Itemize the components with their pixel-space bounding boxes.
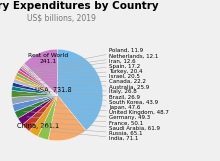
Text: Poland, 11.9: Poland, 11.9 — [29, 48, 143, 70]
Text: Russia, 65.1: Russia, 65.1 — [38, 127, 142, 136]
Wedge shape — [15, 95, 57, 118]
Wedge shape — [23, 63, 57, 95]
Wedge shape — [13, 79, 57, 95]
Text: France, 50.1: France, 50.1 — [27, 117, 143, 125]
Wedge shape — [16, 73, 57, 95]
Wedge shape — [20, 66, 57, 95]
Wedge shape — [11, 90, 57, 97]
Text: Netherlands, 12.1: Netherlands, 12.1 — [28, 53, 158, 71]
Text: United Kingdom, 48.7: United Kingdom, 48.7 — [21, 106, 169, 115]
Text: China, 261.1: China, 261.1 — [17, 123, 59, 129]
Text: India, 71.1: India, 71.1 — [46, 131, 138, 141]
Text: Australia, 25.9: Australia, 25.9 — [22, 83, 149, 89]
Text: US$ billions, 2019: US$ billions, 2019 — [27, 14, 96, 23]
Text: Japan, 47.6: Japan, 47.6 — [20, 100, 140, 110]
Wedge shape — [12, 82, 57, 95]
Wedge shape — [17, 70, 57, 95]
Text: Canada, 22.2: Canada, 22.2 — [23, 79, 146, 84]
Wedge shape — [19, 68, 57, 95]
Text: Turkey, 20.4: Turkey, 20.4 — [25, 69, 142, 76]
Text: Israel, 20.5: Israel, 20.5 — [24, 74, 140, 79]
Text: Rest of World
241.1: Rest of World 241.1 — [28, 53, 68, 64]
Text: Military Expenditures by Country: Military Expenditures by Country — [0, 1, 159, 11]
Text: Italy, 26.8: Italy, 26.8 — [21, 86, 137, 95]
Wedge shape — [18, 95, 57, 125]
Wedge shape — [22, 95, 57, 131]
Text: Iran, 12.6: Iran, 12.6 — [28, 58, 136, 72]
Wedge shape — [29, 95, 57, 137]
Wedge shape — [11, 95, 57, 104]
Text: Saudi Arabia, 61.9: Saudi Arabia, 61.9 — [31, 122, 160, 131]
Wedge shape — [15, 76, 57, 95]
Text: Spain, 17.2: Spain, 17.2 — [26, 64, 140, 74]
Wedge shape — [48, 95, 86, 141]
Text: USA, 731.8: USA, 731.8 — [35, 87, 72, 93]
Wedge shape — [38, 95, 57, 140]
Wedge shape — [24, 49, 57, 95]
Wedge shape — [22, 65, 57, 95]
Wedge shape — [57, 49, 103, 131]
Wedge shape — [12, 86, 57, 95]
Wedge shape — [13, 95, 57, 112]
Text: South Korea, 43.9: South Korea, 43.9 — [20, 94, 158, 105]
Text: Brazil, 26.9: Brazil, 26.9 — [20, 90, 140, 100]
Text: Germany, 49.3: Germany, 49.3 — [24, 112, 150, 120]
